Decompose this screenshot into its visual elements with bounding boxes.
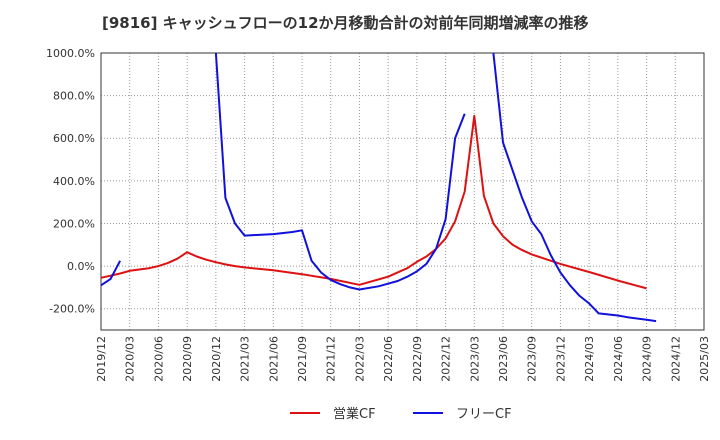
legend-operating-cf-label: 営業CF	[333, 406, 376, 422]
y-tick-label: 400.0%	[53, 175, 95, 188]
operating-cf-line	[101, 114, 647, 290]
x-tick-label: 2021/03	[239, 336, 252, 382]
y-tick-label: 600.0%	[53, 132, 95, 145]
x-tick-label: 2020/09	[181, 336, 194, 382]
x-tick-label: 2019/12	[95, 336, 108, 382]
y-tick-label: 200.0%	[53, 217, 95, 230]
x-tick-label: 2023/06	[497, 336, 510, 382]
plot-frame	[100, 52, 705, 331]
x-tick-label: 2023/09	[526, 336, 539, 382]
x-tick-label: 2021/09	[296, 336, 309, 382]
y-tick-label: 800.0%	[53, 90, 95, 103]
series-group	[101, 53, 657, 323]
x-tick-label: 2023/12	[554, 336, 567, 382]
free-cf-line-segment-3	[492, 53, 657, 323]
legend-free-cf-label: フリーCF	[456, 407, 512, 422]
x-tick-label: 2023/03	[468, 336, 481, 382]
x-tick-label: 2021/12	[325, 336, 338, 382]
x-tick-label: 2021/06	[267, 336, 280, 382]
x-tick-label: 2025/03	[698, 336, 711, 382]
y-tick-label: 0.0%	[67, 260, 95, 273]
x-tick-label: 2024/09	[641, 336, 654, 382]
free-cf-line-segment-1	[101, 260, 121, 287]
x-tick-label: 2022/03	[353, 336, 366, 382]
x-tick-label: 2020/06	[152, 336, 165, 382]
y-tick-label: 1000.0%	[46, 47, 95, 60]
chart-title: [9816] キャッシュフローの12か月移動合計の対前年同期増減率の推移	[102, 14, 589, 32]
x-tick-label: 2020/03	[124, 336, 137, 382]
x-tick-label: 2024/03	[583, 336, 596, 382]
x-tick-label: 2024/12	[669, 336, 682, 382]
x-tick-label: 2024/06	[612, 336, 625, 382]
x-tick-label: 2022/06	[382, 336, 395, 382]
x-tick-label: 2022/09	[411, 336, 424, 382]
free-cf-line-segment-2	[214, 53, 466, 291]
x-tick-label: 2020/12	[210, 336, 223, 382]
x-tick-label: 2022/12	[440, 336, 453, 382]
y-tick-label: -200.0%	[49, 303, 95, 316]
